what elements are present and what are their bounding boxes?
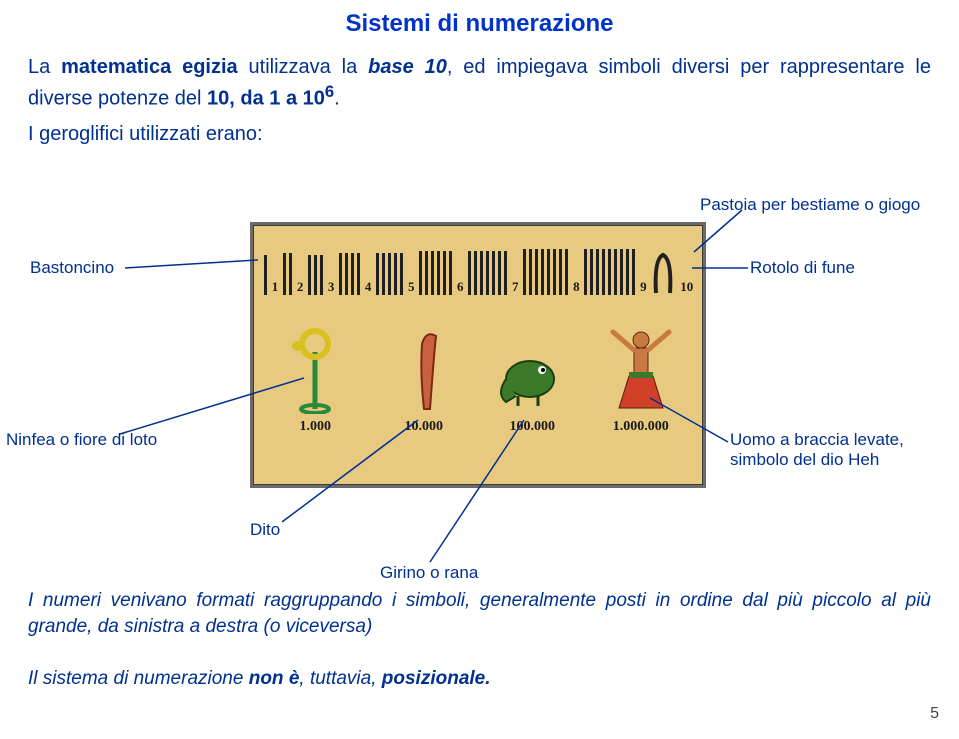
intro-paragraph: La matematica egizia utilizzava la base … — [28, 54, 931, 113]
symbols-row: 1.000 10.000 100.000 — [261, 315, 695, 435]
annot-girino: Girino o rana — [380, 563, 478, 583]
annot-uomo-2: simbolo del dio Heh — [730, 450, 879, 470]
page-number: 5 — [930, 705, 939, 723]
numerals-figure: 1 2 3 4 5 6 7 8 9 10 1.000 10.000 — [250, 222, 706, 488]
tally-group: 8 — [522, 249, 580, 295]
symbol-label: 1.000 — [300, 419, 332, 435]
tally-number: 9 — [640, 279, 647, 295]
em-range: 10, da 1 a 10 — [207, 88, 325, 110]
em-non-e: non è — [249, 668, 300, 689]
text: , tuttavia, — [299, 668, 381, 689]
tally-group: 2 — [282, 253, 304, 295]
em-sup: 6 — [325, 82, 334, 101]
symbol-label: 1.000.000 — [613, 419, 669, 435]
page-title: Sistemi di numerazione — [0, 0, 959, 38]
annot-dito: Dito — [250, 520, 280, 540]
tally-number: 1 — [272, 279, 279, 295]
tally-group: 9 — [583, 249, 647, 295]
text: . — [334, 88, 340, 110]
em-matematica: matematica egizia — [61, 56, 238, 78]
tally-group: 7 — [467, 251, 519, 295]
symbol-1000000: 1.000.000 — [601, 324, 681, 435]
annot-rotolo: Rotolo di fune — [750, 258, 855, 278]
tally-group: 4 — [338, 253, 372, 295]
symbol-label: 10.000 — [405, 419, 444, 435]
tally-number: 7 — [512, 279, 519, 295]
tally-number: 5 — [408, 279, 415, 295]
text: utilizzava la — [238, 56, 368, 78]
text: La — [28, 56, 61, 78]
hoop-number: 10 — [680, 279, 693, 295]
tally-number: 4 — [365, 279, 372, 295]
tally-number: 8 — [573, 279, 580, 295]
em-posizionale: posizionale. — [382, 668, 491, 689]
tally-number: 2 — [297, 279, 304, 295]
annot-pastoia: Pastoia per bestiame o giogo — [700, 195, 920, 215]
para-raggruppando: I numeri venivano formati raggruppando i… — [28, 588, 931, 639]
tally-group: 3 — [307, 255, 335, 295]
annot-bastoncino: Bastoncino — [30, 258, 114, 278]
symbol-1000: 1.000 — [275, 324, 355, 435]
tally-group: 5 — [375, 253, 415, 295]
annot-ninfea: Ninfea o fiore di loto — [6, 430, 157, 450]
text: Il sistema di numerazione — [28, 668, 249, 689]
tally-number: 6 — [457, 279, 464, 295]
para-posizionale: Il sistema di numerazione non è, tuttavi… — [28, 668, 931, 690]
symbol-100000: 100.000 — [492, 324, 572, 435]
em-base10: base 10 — [368, 56, 447, 78]
symbol-10000: 10.000 — [384, 324, 464, 435]
tally-number: 3 — [328, 279, 335, 295]
hoop-10: 10 — [650, 249, 693, 295]
annot-uomo-1: Uomo a braccia levate, — [730, 430, 904, 450]
tally-group: 1 — [263, 255, 279, 295]
tally-group: 6 — [418, 251, 464, 295]
para-geroglifici: I geroglifici utilizzati erano: — [28, 123, 931, 146]
tallies-row: 1 2 3 4 5 6 7 8 9 10 — [261, 233, 695, 295]
symbol-label: 100.000 — [510, 419, 556, 435]
